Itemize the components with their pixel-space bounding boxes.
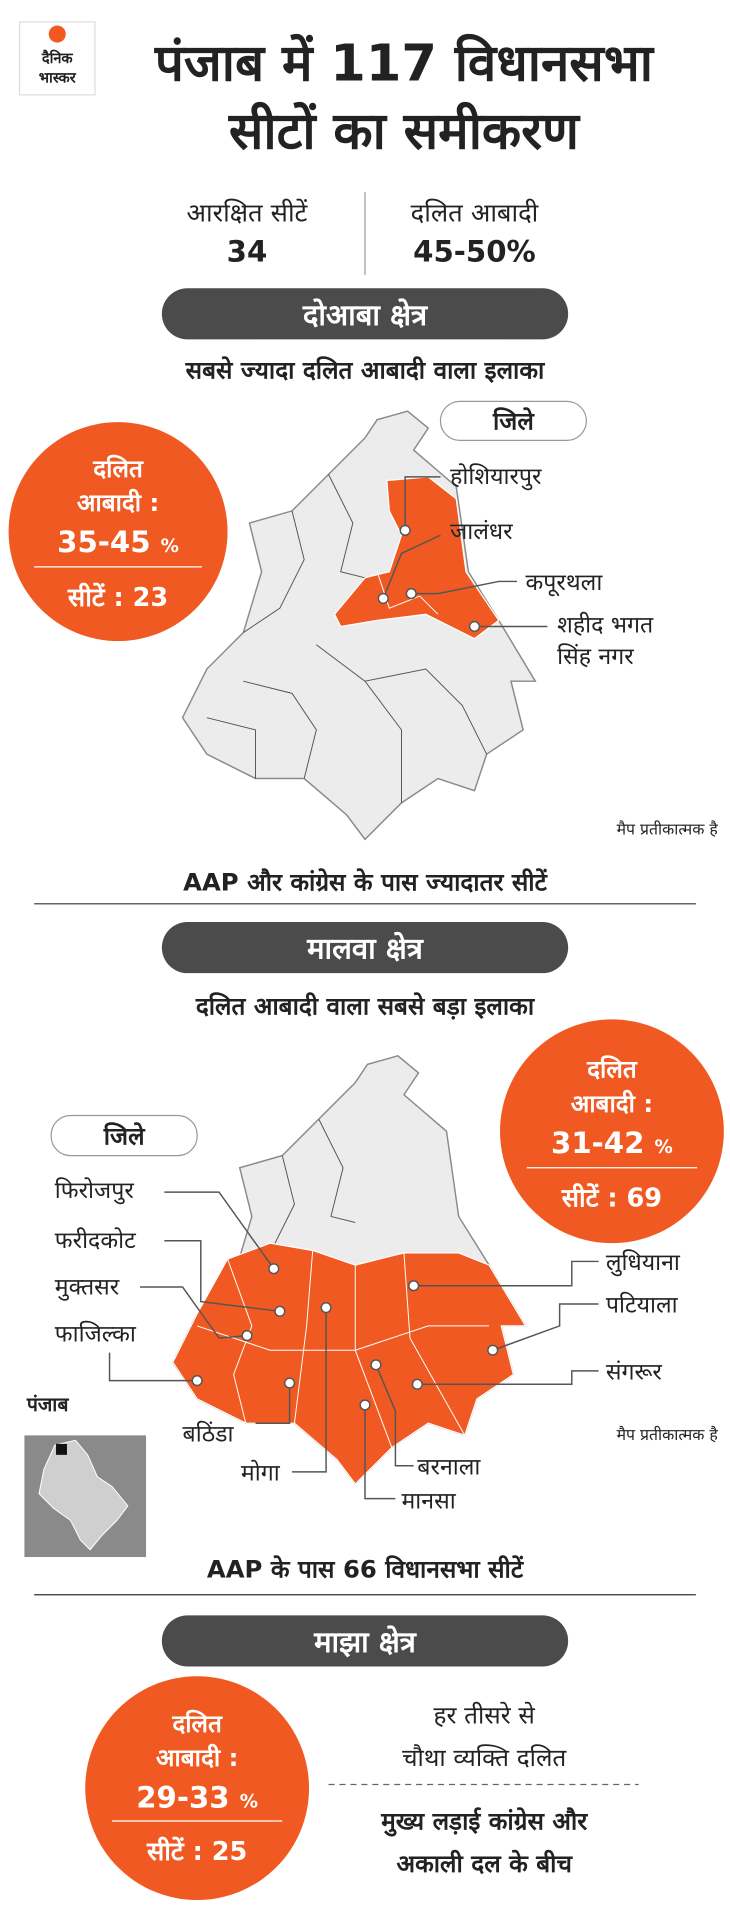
section-heading-pill [161, 922, 569, 974]
fact: मुख्य लड़ाई कांग्रेस और [380, 1806, 588, 1836]
inset-label: पंजाब [26, 1393, 70, 1416]
badge-seats: सीटें : 25 [146, 1836, 247, 1867]
districts-pill [50, 1114, 198, 1157]
district-label: फाजिल्का [55, 1321, 137, 1348]
district-label: मुक्तसर [55, 1274, 120, 1301]
stat-label: आरक्षित सीटें [187, 198, 309, 228]
district-label: जालंधर [450, 519, 513, 545]
badge [85, 1676, 310, 1901]
summary: AAP के पास 66 विधानसभा सीटें [207, 1555, 525, 1584]
inset-punjab [56, 1443, 67, 1455]
section-heading: दोआबा क्षेत्र [302, 298, 429, 332]
section-heading: मालवा क्षेत्र [306, 932, 425, 966]
title: पंजाब में 117 विधानसभा [154, 33, 655, 93]
map [172, 1055, 527, 1485]
badge-range: 31-42 % [551, 1126, 673, 1160]
inset-india [38, 1439, 129, 1551]
stat-value: 45-50% [413, 235, 536, 269]
badge-label: दलित [92, 454, 144, 483]
district-label: सिंह नगर [557, 643, 634, 670]
map [181, 410, 537, 841]
district-label: फिरोजपुर [55, 1177, 135, 1205]
badge-range: 35-45 % [57, 525, 179, 559]
stat-value: 34 [227, 235, 268, 269]
fact: अकाली दल के बीच [397, 1849, 574, 1878]
badge-label: दलित [171, 1709, 223, 1738]
title: सीटों का समीकरण [228, 101, 581, 161]
leaders [108, 1191, 599, 1500]
summary: AAP और कांग्रेस के पास ज्यादातर सीटें [183, 867, 548, 896]
badge-label: आबादी : [156, 1743, 238, 1772]
logo-text: दैनिक [41, 49, 74, 67]
section-heading-pill [161, 288, 569, 340]
districts-label: जिले [492, 406, 535, 435]
badge-seats: सीटें : 69 [561, 1183, 662, 1214]
district-label: फरीदकोट [55, 1227, 136, 1254]
logo-sun [48, 25, 66, 43]
badge [8, 422, 228, 642]
badge-seats: सीटें : 23 [67, 582, 168, 613]
fact: हर तीसरे से [434, 1701, 536, 1730]
logo-text: भास्कर [39, 70, 77, 87]
districts-label: जिले [103, 1122, 146, 1151]
district-label: बरनाला [417, 1454, 481, 1480]
district-label: बठिंडा [183, 1420, 235, 1447]
badge-label: आबादी : [77, 488, 159, 517]
section-heading-pill [161, 1615, 569, 1667]
badge-range: 29-33 % [136, 1781, 258, 1815]
district-label: मानसा [401, 1488, 456, 1514]
section-heading: माझा क्षेत्र [313, 1625, 418, 1659]
leaders [377, 476, 548, 633]
badge-label: दलित [586, 1055, 638, 1084]
fact: चौथा व्यक्ति दलित [402, 1743, 567, 1772]
stat-label: दलित आबादी [411, 198, 539, 228]
badge [500, 1019, 724, 1244]
district-label: संगरूर [606, 1359, 663, 1385]
note: मैप प्रतीकात्मक है [617, 1425, 719, 1444]
district-label: मोगा [241, 1459, 281, 1486]
district-label: लुधियाना [606, 1249, 681, 1277]
badge-label: आबादी : [571, 1089, 653, 1118]
section-subtitle: सबसे ज्यादा दलित आबादी वाला इलाका [185, 355, 546, 384]
note: मैप प्रतीकात्मक है [617, 819, 719, 838]
districts-pill [439, 400, 587, 441]
section-subtitle: दलित आबादी वाला सबसे बड़ा इलाका [195, 991, 536, 1020]
district-label: पटियाला [606, 1292, 679, 1319]
district-label: कपूरथला [526, 570, 604, 597]
district-label: शहीद भगत [557, 612, 654, 639]
district-label: होशियारपुर [450, 463, 542, 491]
